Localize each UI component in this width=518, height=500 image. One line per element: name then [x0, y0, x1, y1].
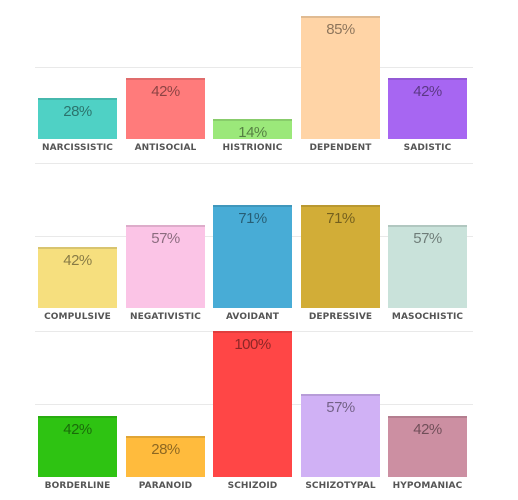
value-label-avoidant: 71% [238, 210, 267, 227]
bar-negativistic [126, 225, 205, 308]
bar-narcissistic [38, 98, 117, 139]
bar-dependent [301, 16, 380, 139]
bar-borderline [38, 416, 117, 477]
bar-top-antisocial [126, 78, 205, 80]
bar-compulsive [38, 247, 117, 308]
value-label-negativistic: 57% [151, 230, 180, 247]
bar-top-depressive [301, 205, 380, 207]
bar-sadistic [388, 78, 467, 139]
value-label-borderline: 42% [63, 421, 92, 438]
bar-top-compulsive [38, 247, 117, 249]
value-label-sadistic: 42% [413, 83, 442, 100]
category-label-paranoid: PARANOID [139, 481, 192, 491]
category-label-avoidant: AVOIDANT [226, 312, 280, 322]
category-label-negativistic: NEGATIVISTIC [130, 312, 201, 322]
bar-paranoid [126, 436, 205, 477]
bar-avoidant [213, 205, 292, 308]
chart-panel-3: 42% BORDERLINE 28% PARANOID 100% SCHIZOID 57% S… [35, 331, 473, 491]
category-label-depressive: DEPRESSIVE [309, 312, 372, 322]
bar-top-narcissistic [38, 98, 117, 100]
bar-top-hypomaniac [388, 416, 467, 418]
category-label-dependent: DEPENDENT [309, 143, 372, 153]
category-label-borderline: BORDERLINE [45, 481, 111, 491]
value-label-schizoid: 100% [234, 336, 271, 353]
category-label-schizotypal: SCHIZOTYPAL [305, 481, 376, 491]
value-label-narcissistic: 28% [63, 103, 92, 120]
category-label-schizoid: SCHIZOID [228, 481, 278, 491]
bar-top-schizotypal [301, 394, 380, 396]
category-label-hypomaniac: HYPOMANIAC [393, 481, 463, 491]
category-label-masochistic: MASOCHISTIC [392, 312, 464, 322]
bar-top-paranoid [126, 436, 205, 438]
value-label-dependent: 85% [326, 21, 355, 38]
value-label-depressive: 71% [326, 210, 355, 227]
bar-hypomaniac [388, 416, 467, 477]
value-label-compulsive: 42% [63, 252, 92, 269]
value-label-paranoid: 28% [151, 441, 180, 458]
category-label-narcissistic: NARCISSISTIC [42, 143, 113, 153]
category-label-antisocial: ANTISOCIAL [135, 143, 197, 153]
bar-top-avoidant [213, 205, 292, 207]
bar-masochistic [388, 225, 467, 308]
bar-antisocial [126, 78, 205, 139]
value-label-hypomaniac: 42% [413, 421, 442, 438]
bar-top-dependent [301, 16, 380, 18]
value-label-masochistic: 57% [413, 230, 442, 247]
bar-top-masochistic [388, 225, 467, 227]
bar-top-borderline [38, 416, 117, 418]
bar-top-negativistic [126, 225, 205, 227]
chart-panel-1: 28% NARCISSISTIC 42% ANTISOCIAL 14% HISTRIONI… [35, 16, 473, 153]
bar-histrionic [213, 119, 292, 139]
bar-schizoid [213, 331, 292, 477]
category-label-compulsive: COMPULSIVE [44, 312, 111, 322]
chart-panel-2: 42% COMPULSIVE 57% NEGATIVISTIC 71% AVOIDANT 7… [35, 163, 473, 322]
bar-depressive [301, 205, 380, 308]
value-label-schizotypal: 57% [326, 399, 355, 416]
bar-top-histrionic [213, 119, 292, 121]
bar-top-schizoid [213, 331, 292, 333]
category-label-sadistic: SADISTIC [404, 143, 452, 153]
bar-schizotypal [301, 394, 380, 477]
value-label-antisocial: 42% [151, 83, 180, 100]
bar-top-sadistic [388, 78, 467, 80]
value-label-histrionic: 14% [238, 124, 267, 141]
category-label-histrionic: HISTRIONIC [223, 143, 283, 153]
